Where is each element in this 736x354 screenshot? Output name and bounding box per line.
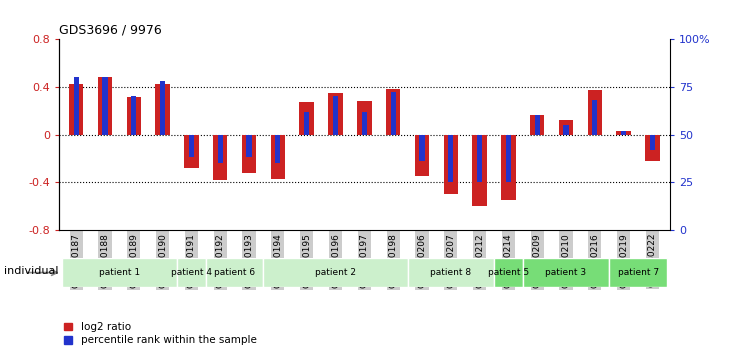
Bar [534, 115, 539, 135]
Bar [609, 258, 667, 287]
Bar [271, 135, 285, 179]
Bar [160, 81, 165, 135]
Text: patient 7: patient 7 [618, 268, 659, 277]
Text: patient 8: patient 8 [431, 268, 471, 277]
Bar [131, 96, 136, 135]
Bar [408, 258, 494, 287]
Bar [263, 258, 408, 287]
Bar [444, 135, 458, 194]
Bar [473, 135, 486, 206]
Bar [69, 84, 83, 135]
Bar [275, 135, 280, 163]
Bar [494, 258, 523, 287]
Bar [523, 258, 609, 287]
Bar [564, 125, 569, 135]
Bar [501, 135, 516, 200]
Bar [645, 135, 659, 161]
Bar [304, 112, 309, 135]
Bar [361, 112, 367, 135]
Bar [530, 115, 545, 135]
Bar [617, 131, 631, 135]
Bar [218, 135, 223, 163]
Bar [184, 135, 199, 168]
Bar [242, 135, 256, 173]
Bar [559, 120, 573, 135]
Bar [592, 100, 598, 135]
Bar [247, 135, 252, 158]
Text: patient 4: patient 4 [171, 268, 212, 277]
Bar [74, 77, 79, 135]
Bar [650, 135, 655, 150]
Bar [98, 77, 112, 135]
Text: patient 6: patient 6 [214, 268, 255, 277]
Bar [333, 96, 338, 135]
Text: patient 3: patient 3 [545, 268, 587, 277]
Bar [177, 258, 206, 287]
Bar [477, 135, 482, 182]
Bar [587, 90, 602, 135]
Bar [189, 135, 194, 158]
Bar [386, 89, 400, 135]
Bar [213, 135, 227, 180]
Bar [155, 84, 170, 135]
Bar [391, 92, 396, 135]
Bar [206, 258, 263, 287]
Text: patient 1: patient 1 [99, 268, 140, 277]
Bar [357, 101, 372, 135]
Bar [62, 258, 177, 287]
Text: patient 5: patient 5 [488, 268, 529, 277]
Bar [621, 131, 626, 135]
Bar [328, 93, 343, 135]
Bar [415, 135, 429, 176]
Legend: log2 ratio, percentile rank within the sample: log2 ratio, percentile rank within the s… [64, 322, 257, 345]
Bar [506, 135, 511, 182]
Text: individual: individual [4, 266, 58, 276]
Text: patient 2: patient 2 [315, 268, 356, 277]
Bar [102, 77, 107, 135]
Bar [448, 135, 453, 182]
Bar [420, 135, 425, 161]
Text: GDS3696 / 9976: GDS3696 / 9976 [59, 23, 162, 36]
Bar [127, 97, 141, 135]
Bar [300, 102, 314, 135]
